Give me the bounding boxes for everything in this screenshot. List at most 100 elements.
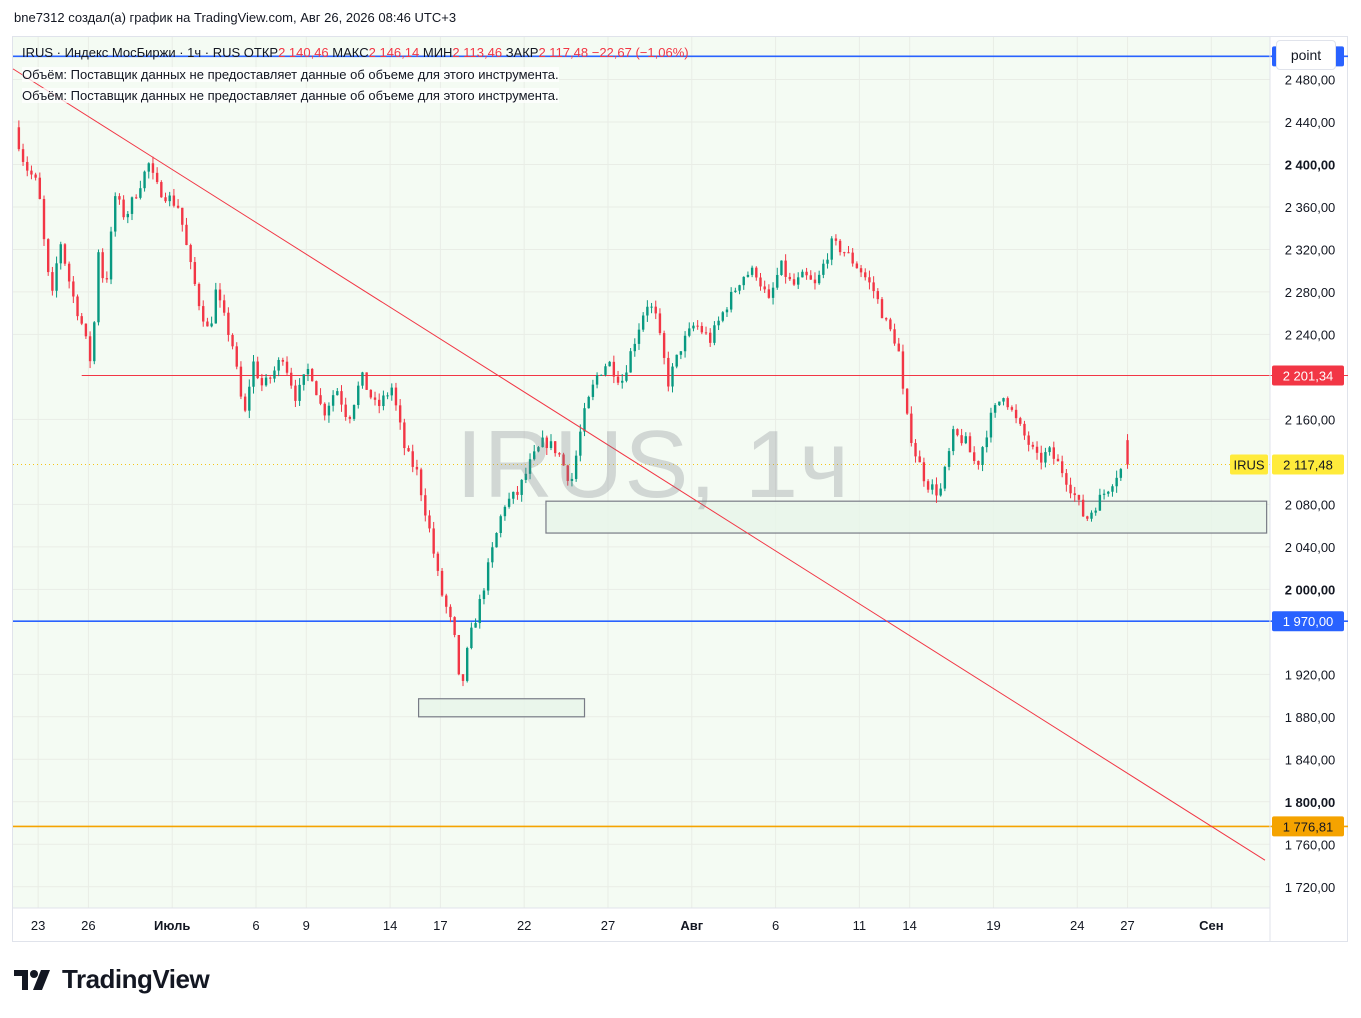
- candle-body: [1027, 435, 1030, 445]
- candle-body: [600, 374, 603, 376]
- close-value: 2 117,48: [538, 45, 589, 60]
- candle-body: [340, 391, 343, 405]
- candle-body: [394, 387, 398, 406]
- candle-body: [738, 285, 741, 291]
- candle-body: [797, 277, 800, 285]
- date-tick-label: Июль: [154, 918, 190, 933]
- candle-body: [336, 391, 339, 396]
- candle-body: [587, 396, 590, 409]
- candle-body: [398, 405, 402, 423]
- candle-body: [792, 279, 796, 285]
- candle-body: [42, 198, 46, 240]
- candle-body: [780, 260, 783, 275]
- high-label: МАКС: [332, 45, 369, 60]
- candle-body: [26, 161, 29, 171]
- candle-body: [704, 332, 708, 334]
- candle-body: [549, 441, 553, 449]
- candle-body: [168, 195, 171, 202]
- chart-frame: [12, 36, 1348, 942]
- candle-body: [239, 366, 243, 397]
- candle-body: [331, 395, 335, 406]
- candle-body: [709, 332, 712, 343]
- candle-body: [533, 451, 536, 460]
- candle-body: [1069, 484, 1072, 494]
- open-label: ОТКР: [243, 45, 279, 60]
- candle-body: [59, 244, 62, 264]
- point-button[interactable]: point: [1276, 40, 1336, 70]
- price-axis[interactable]: 2 480,00 2 440,00 2 400,00 2 360,00 2 320,00…: [1269, 37, 1336, 942]
- brand-name: TradingView: [62, 964, 210, 994]
- candle-body: [382, 395, 385, 407]
- candle-body: [164, 197, 167, 202]
- candle-body: [486, 562, 490, 591]
- candle-body: [176, 205, 180, 208]
- candle-body: [139, 188, 142, 198]
- candle-body: [369, 389, 373, 398]
- candle-body: [1023, 423, 1026, 436]
- candle-body: [1107, 491, 1110, 494]
- candle-body: [1077, 495, 1081, 500]
- last-price-tag-bg: [1272, 454, 1344, 475]
- candle-body: [214, 289, 217, 324]
- candle-body: [235, 346, 238, 367]
- candle-body: [294, 385, 297, 401]
- candle-body: [21, 149, 25, 162]
- candle-body: [264, 377, 268, 386]
- candle-body: [998, 401, 1001, 406]
- ohlc-legend: IRUS · Индекс МосБиржи · 1ч · RUS ОТКР 2 …: [22, 45, 689, 60]
- candle-body: [277, 359, 280, 371]
- candle-body: [562, 454, 565, 466]
- candle-body: [742, 276, 745, 286]
- candle-body: [290, 372, 293, 386]
- candle-body: [574, 455, 578, 479]
- time-axis[interactable]: 23 26 Июль 6 9 14 17 22 27 Авг 6 11 14 19 24 27 Сен: [13, 907, 1270, 933]
- candle-body: [114, 196, 117, 232]
- candle-body: [373, 397, 377, 400]
- brand[interactable]: TradingView: [14, 964, 210, 995]
- candle-body: [76, 296, 79, 317]
- candle-body: [784, 260, 787, 277]
- candle-body: [126, 213, 130, 218]
- candle-body: [608, 361, 611, 367]
- candle-body: [495, 532, 498, 548]
- price-tick-label: 1 760,00: [1285, 837, 1336, 852]
- candle-body: [210, 323, 213, 327]
- symbol-title[interactable]: IRUS · Индекс МосБиржи · 1ч · RUS: [22, 45, 241, 60]
- price-tick-label: 1 800,00: [1285, 795, 1336, 810]
- candle-body: [218, 289, 222, 301]
- candle-body: [445, 595, 448, 607]
- candle-body: [1119, 469, 1123, 478]
- date-tick-label: 6: [252, 918, 259, 933]
- candle-body: [859, 268, 863, 273]
- candle-body: [822, 263, 825, 275]
- candle-body: [84, 323, 88, 337]
- date-tick-label: Авг: [680, 918, 703, 933]
- candle-body: [813, 279, 817, 284]
- candle-body: [905, 388, 909, 414]
- horizontal-levels[interactable]: [13, 55, 1348, 828]
- candle-body: [1102, 493, 1106, 495]
- candle-body: [1035, 446, 1039, 453]
- price-tick-label: 1 880,00: [1285, 710, 1336, 725]
- zones[interactable]: [417, 500, 1268, 718]
- candle-body: [817, 274, 821, 284]
- volume-note-2: Объём: Поставщик данных не предоставляет…: [22, 88, 559, 103]
- trendline-group[interactable]: [12, 68, 1266, 861]
- candle-body: [755, 267, 758, 278]
- price-tick-label: 2 040,00: [1285, 540, 1336, 555]
- symbol-watermark: IRUS, 1ч: [456, 411, 851, 518]
- candle-body: [717, 320, 720, 326]
- attribution-text: bne7312 создал(а) график на TradingView.…: [14, 10, 457, 25]
- candle-body: [491, 547, 494, 563]
- level-tag-bg: [1272, 816, 1344, 837]
- last-price-symbol-bg: [1230, 454, 1268, 475]
- candle-body: [109, 231, 113, 280]
- candle-body: [344, 404, 347, 417]
- candle-body: [1031, 444, 1035, 447]
- candle-body: [537, 447, 540, 452]
- candle-body: [310, 368, 314, 382]
- price-tick-label: 1 920,00: [1285, 667, 1336, 682]
- candle-body: [38, 177, 42, 199]
- candle-body: [453, 617, 456, 635]
